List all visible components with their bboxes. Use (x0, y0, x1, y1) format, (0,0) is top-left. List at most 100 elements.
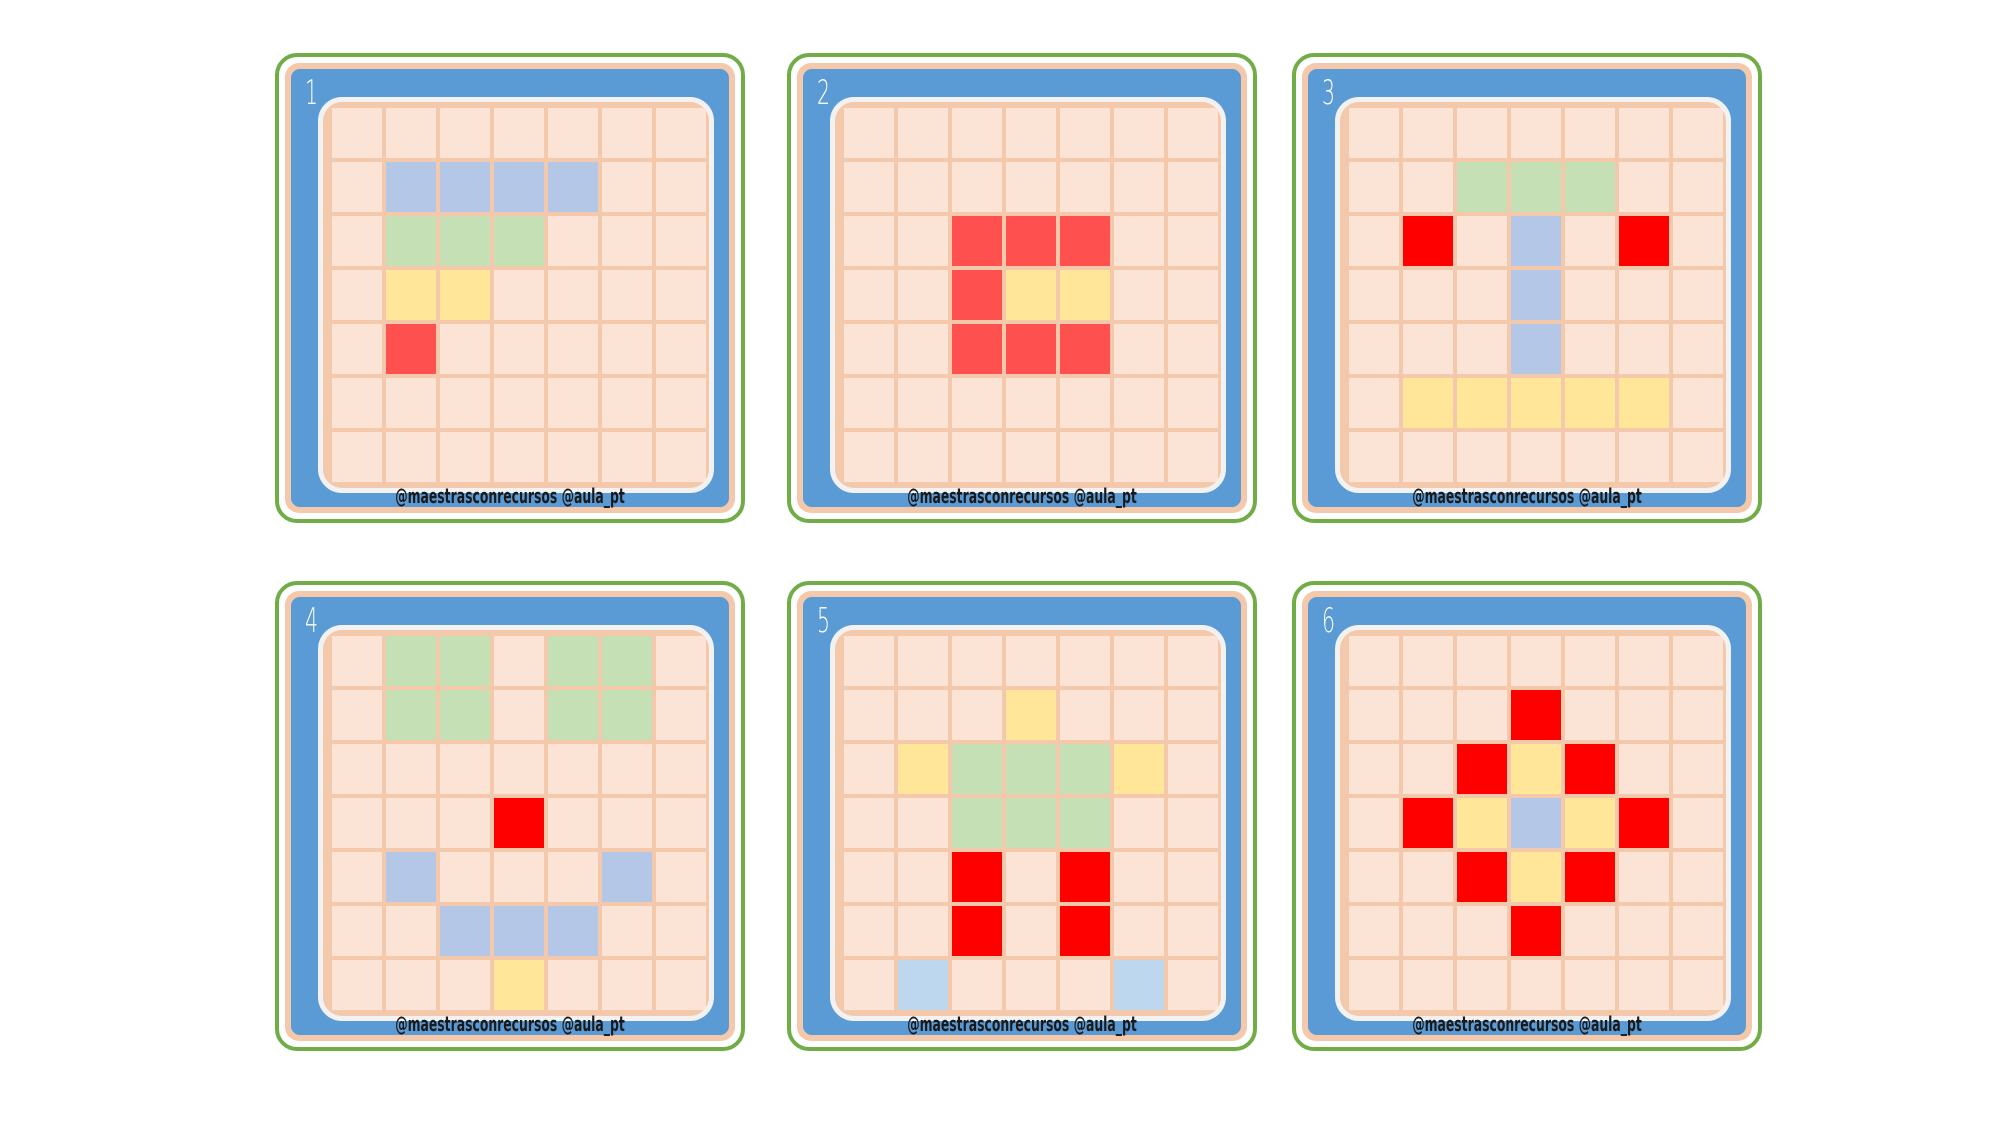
grid-cell-bright-red (952, 852, 1002, 902)
grid-cell-empty (1565, 108, 1615, 158)
grid-cell-empty (1511, 432, 1561, 482)
grid-cell-empty (1673, 690, 1723, 740)
grid-cell-empty (1349, 852, 1399, 902)
grid-cell-empty (332, 378, 382, 428)
grid-cell-empty (1457, 216, 1507, 266)
grid-cell-green (1006, 798, 1056, 848)
grid-cell-empty (548, 960, 598, 1010)
card-frame: 1 @maestrasconrecursos @aula_pt (285, 63, 735, 513)
grid-cell-empty (1565, 270, 1615, 320)
grid-cell-empty (844, 432, 894, 482)
grid-cell-blue (548, 906, 598, 956)
grid-cell-empty (656, 852, 706, 902)
grid-cell-empty (602, 108, 652, 158)
grid-cell-yellow (1511, 378, 1561, 428)
grid-cell-light-blue (1114, 960, 1164, 1010)
grid-cell-bright-red (1457, 852, 1507, 902)
grid-cell-bright-red (1060, 906, 1110, 956)
grid-cell-empty (1673, 852, 1723, 902)
grid-cell-empty (602, 162, 652, 212)
grid-cell-empty (1349, 960, 1399, 1010)
grid-cell-empty (952, 690, 1002, 740)
grid-panel (1335, 625, 1731, 1021)
grid-cell-empty (1673, 744, 1723, 794)
grid-cell-bright-red (1060, 852, 1110, 902)
grid-cell-empty (1168, 798, 1218, 848)
grid-cell-empty (1349, 216, 1399, 266)
pattern-card-6: 6 @maestrasconrecursos @aula_pt (1292, 581, 1762, 1051)
grid-cell-empty (1403, 270, 1453, 320)
grid-cell-empty (1403, 852, 1453, 902)
grid-cell-empty (656, 690, 706, 740)
grid-cell-empty (386, 798, 436, 848)
grid-cell-yellow (1565, 798, 1615, 848)
grid-cell-empty (494, 690, 544, 740)
grid-cell-empty (1673, 960, 1723, 1010)
card-frame: 6 @maestrasconrecursos @aula_pt (1302, 591, 1752, 1041)
grid-cell-empty (1619, 636, 1669, 686)
grid-cell-empty (1114, 798, 1164, 848)
grid-cell-empty (656, 960, 706, 1010)
grid-cell-empty (332, 852, 382, 902)
grid-cell-green (1060, 744, 1110, 794)
pattern-card-1: 1 @maestrasconrecursos @aula_pt (275, 53, 745, 523)
grid-cell-empty (1114, 636, 1164, 686)
grid-cell-empty (844, 852, 894, 902)
grid-cell-empty (386, 432, 436, 482)
grid-cell-empty (440, 108, 490, 158)
grid-cell-empty (440, 378, 490, 428)
grid-cell-empty (898, 378, 948, 428)
grid-cell-empty (1565, 432, 1615, 482)
grid-cell-empty (332, 108, 382, 158)
grid-cell-empty (548, 852, 598, 902)
grid-cell-empty (1168, 636, 1218, 686)
grid-cell-empty (952, 960, 1002, 1010)
credit-text: @maestrasconrecursos @aula_pt (907, 484, 1137, 508)
grid-cell-empty (494, 270, 544, 320)
grid-cell-empty (1619, 270, 1669, 320)
grid-cell-empty (1168, 324, 1218, 374)
grid-cell-empty (602, 270, 652, 320)
grid-cell-blue (440, 162, 490, 212)
grid-cell-blue (494, 906, 544, 956)
grid-panel (1335, 97, 1731, 493)
grid-cell-empty (1457, 636, 1507, 686)
credit-text: @maestrasconrecursos @aula_pt (1412, 484, 1642, 508)
grid-cell-green (494, 216, 544, 266)
grid-cell-empty (602, 216, 652, 266)
card-background: 3 @maestrasconrecursos @aula_pt (1308, 69, 1746, 507)
grid-cell-empty (1349, 636, 1399, 686)
grid-cell-empty (1114, 162, 1164, 212)
grid-cell-empty (440, 960, 490, 1010)
grid-cell-yellow (1511, 852, 1561, 902)
grid-cell-green (602, 690, 652, 740)
grid-cell-empty (548, 108, 598, 158)
grid-cell-red (1060, 324, 1110, 374)
grid-cell-empty (1673, 432, 1723, 482)
grid-cell-empty (1403, 906, 1453, 956)
grid-cell-empty (1349, 432, 1399, 482)
grid-cell-empty (440, 798, 490, 848)
grid-cell-empty (656, 636, 706, 686)
grid-cell-empty (602, 906, 652, 956)
grid-cell-empty (1114, 852, 1164, 902)
grid-cell-yellow (1619, 378, 1669, 428)
grid-cell-empty (1403, 636, 1453, 686)
grid-cell-empty (898, 432, 948, 482)
grid-cell-empty (332, 798, 382, 848)
grid-cell-empty (1349, 324, 1399, 374)
grid-cell-green (952, 744, 1002, 794)
grid-cell-empty (1457, 324, 1507, 374)
grid-panel (318, 625, 714, 1021)
grid-cell-empty (656, 744, 706, 794)
grid-cell-empty (1114, 216, 1164, 266)
grid-cell-empty (952, 162, 1002, 212)
grid-cell-green (440, 636, 490, 686)
grid-cell-blue (440, 906, 490, 956)
grid-cell-yellow (1060, 270, 1110, 320)
grid-cell-empty (952, 108, 1002, 158)
grid-cell-empty (1060, 108, 1110, 158)
grid-cell-empty (898, 162, 948, 212)
grid-cell-empty (548, 324, 598, 374)
grid-cell-empty (1673, 906, 1723, 956)
